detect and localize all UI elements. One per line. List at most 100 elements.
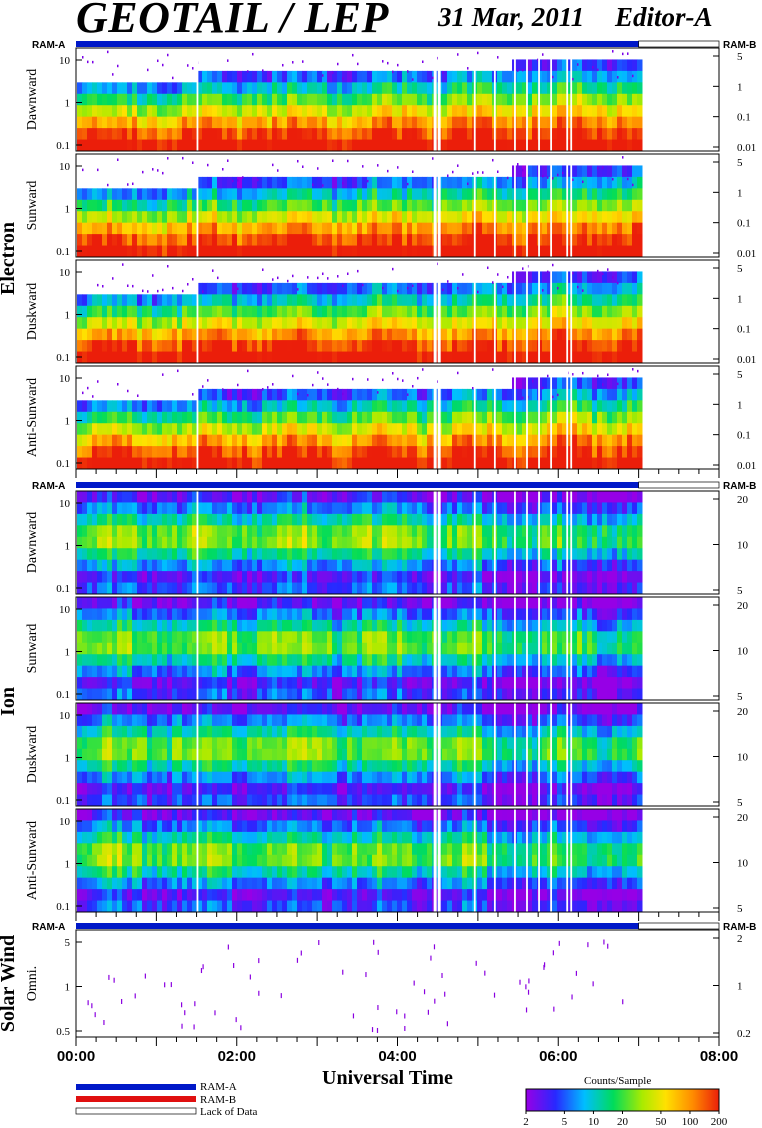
panel-electron-sunward-cell <box>257 211 263 224</box>
panel-ion-dawnward-ytick-label-left: 0.1 <box>56 583 70 595</box>
panel-electron-duskward-speck <box>327 277 329 280</box>
panel-electron-sunward-cell <box>132 188 138 201</box>
panel-electron-duskward-cell <box>412 305 418 318</box>
panel-electron-dawnward-cell <box>272 70 278 83</box>
panel-electron-duskward-speck <box>142 289 144 293</box>
panel-electron-anti-sunward-cell <box>327 388 333 401</box>
panel-ion-sunward-cell <box>257 665 263 678</box>
panel-ion-sunward-cell <box>142 619 148 632</box>
panel-ion-dawnward-cell <box>477 548 483 561</box>
panel-electron-dawnward-cell <box>162 105 168 118</box>
panel-electron-anti-sunward-speck <box>342 392 344 396</box>
panel-electron-anti-sunward-cell <box>372 388 378 401</box>
panel-ion-sunward-cell <box>112 631 118 644</box>
panel-electron-dawnward-cell <box>522 93 528 106</box>
panel-electron-dawnward-cell <box>517 116 523 129</box>
panel-electron-dawnward-cell <box>617 128 623 141</box>
panel-electron-anti-sunward-cell <box>632 411 638 424</box>
panel-electron-dawnward-cell <box>387 128 393 141</box>
panel-ion-dawnward-cell <box>427 571 433 584</box>
panel-ion-dawnward-cell <box>342 559 348 572</box>
panel-electron-anti-sunward-cell <box>532 400 538 413</box>
panel-electron-anti-sunward-cell <box>457 388 463 401</box>
panel-ion-dawnward-cell <box>387 491 393 503</box>
panel-electron-anti-sunward-cell <box>317 446 323 459</box>
panel-electron-dawnward-cell <box>632 59 638 72</box>
panel-electron-duskward-cell <box>532 328 538 341</box>
panel-ion-dawnward-cell <box>627 559 633 572</box>
panel-ion-sunward-cell <box>152 654 158 667</box>
panel-ion-dawnward-cell <box>322 513 328 526</box>
panel-ion-dawnward-cell <box>77 582 83 595</box>
panel-electron-anti-sunward-cell <box>77 400 83 413</box>
panel-electron-anti-sunward-cell <box>242 434 248 447</box>
panel-electron-anti-sunward-cell <box>572 377 578 390</box>
panel-electron-sunward-cell <box>297 222 303 235</box>
panel-ion-dawnward-cell <box>307 536 313 549</box>
panel-electron-dawnward-cell <box>252 116 258 129</box>
panel-electron-anti-sunward-cell <box>397 400 403 413</box>
panel-ion-sunward-cell <box>117 688 123 701</box>
panel-ion-dawnward-cell <box>402 548 408 561</box>
panel-electron-dawnward-cell <box>422 116 428 129</box>
panel-ion-dawnward-cell <box>412 559 418 572</box>
panel-electron-dawnward-cell <box>342 93 348 106</box>
panel-electron-anti-sunward-cell <box>607 388 613 401</box>
panel-ion-dawnward-cell <box>397 525 403 538</box>
panel-ion-sunward-cell <box>262 654 268 667</box>
panel-electron-anti-sunward-cell <box>602 377 608 390</box>
panel-ion-sunward-cell <box>262 665 268 678</box>
panel-electron-dawnward-cell <box>577 59 583 72</box>
panel-electron-anti-sunward-cell <box>217 388 223 401</box>
panel-electron-dawnward-cell <box>442 93 448 106</box>
panel-ion-sunward-cell <box>197 677 203 690</box>
panel-electron-dawnward-cell <box>612 139 618 152</box>
panel-electron-anti-sunward-cell <box>297 446 303 459</box>
panel-ion-sunward-cell <box>162 688 168 701</box>
panel-electron-duskward-cell <box>452 282 458 295</box>
panel-ion-dawnward-cell <box>412 491 418 503</box>
panel-ion-sunward-cell <box>87 677 93 690</box>
panel-electron-dawnward-cell <box>467 116 473 129</box>
panel-electron-sunward-cell <box>192 188 198 201</box>
panel-ion-sunward-cell <box>277 642 283 655</box>
panel-electron-sunward-cell <box>507 211 513 224</box>
panel-electron-duskward-cell <box>552 305 558 318</box>
panel-electron-dawnward-cell <box>572 70 578 83</box>
panel-electron-dawnward-cell <box>392 128 398 141</box>
panel-electron-sunward-cell <box>482 211 488 224</box>
panel-electron-duskward-cell <box>207 317 213 330</box>
panel-electron-duskward-cell <box>327 328 333 341</box>
panel-electron-duskward-cell <box>292 340 298 353</box>
panel-electron-duskward-cell <box>517 282 523 295</box>
panel-ion-sunward-cell <box>182 677 188 690</box>
panel-electron-sunward-cell <box>87 222 93 235</box>
panel-electron-duskward-cell <box>567 317 573 330</box>
panel-ion-dawnward-cell <box>102 582 108 595</box>
panel-electron-sunward-ytick-label-right: 0.1 <box>737 218 751 230</box>
panel-ion-dawnward-cell <box>447 582 453 595</box>
panel-electron-duskward-cell <box>277 328 283 341</box>
panel-ion-dawnward-cell <box>582 513 588 526</box>
panel-electron-duskward-cell <box>127 305 133 318</box>
panel-electron-anti-sunward-cell <box>167 457 173 470</box>
panel-ion-dawnward-cell <box>102 548 108 561</box>
panel-electron-duskward-cell <box>87 328 93 341</box>
panel-electron-sunward-cell <box>487 234 493 247</box>
panel-electron-duskward-cell <box>357 305 363 318</box>
panel-ion-dawnward-cell <box>382 491 388 503</box>
panel-electron-sunward-cell <box>547 176 553 189</box>
panel-electron-dawnward-cell <box>427 116 433 129</box>
panel-electron-dawnward-speck <box>352 53 354 57</box>
panel-electron-anti-sunward-speck <box>137 394 139 397</box>
panel-electron-duskward-cell <box>232 317 238 330</box>
panel-ion-dawnward-cell <box>197 571 203 584</box>
panel-electron-sunward-cell <box>222 234 228 247</box>
panel-electron-sunward-cell <box>457 234 463 247</box>
panel-electron-sunward-speck <box>242 176 244 179</box>
panel-ion-sunward-cell <box>92 619 98 632</box>
panel-electron-dawnward-cell <box>632 70 638 83</box>
panel-electron-anti-sunward-cell <box>257 446 263 459</box>
panel-electron-duskward-cell <box>322 282 328 295</box>
panel-ion-dawnward-cell <box>417 548 423 561</box>
